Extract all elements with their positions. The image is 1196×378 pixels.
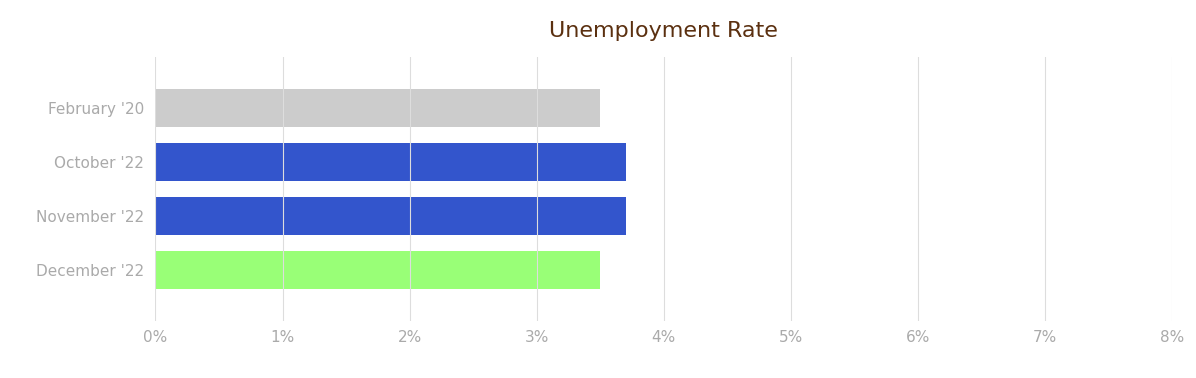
Title: Unemployment Rate: Unemployment Rate — [549, 21, 779, 41]
Bar — [155, 143, 626, 181]
Bar — [155, 88, 600, 127]
Bar — [155, 197, 626, 235]
Bar — [155, 251, 600, 290]
